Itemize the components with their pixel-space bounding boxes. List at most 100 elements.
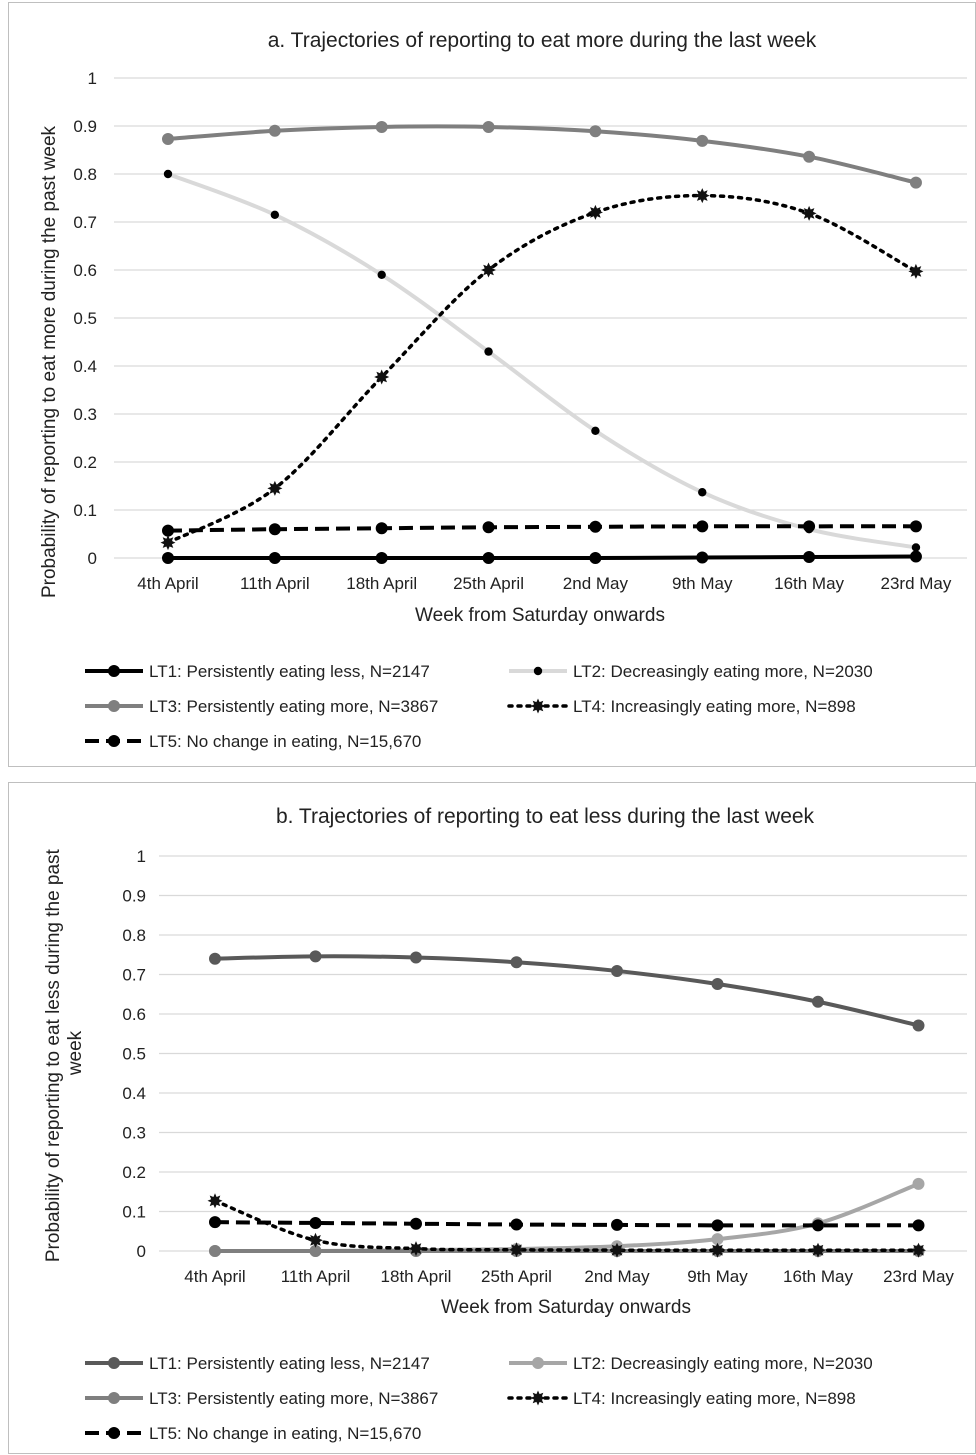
data-point — [911, 1242, 926, 1258]
legend-label: LT5: No change in eating, N=15,670 — [149, 1424, 421, 1443]
legend-marker — [533, 666, 543, 676]
chart-b-x-ticks: 4th April 11th April 18th April 25th April 2… — [184, 1267, 954, 1286]
y-tick-label: 0.9 — [73, 117, 97, 136]
y-tick-label: 0.6 — [122, 1005, 146, 1024]
series-lt2-decreasingly-eating-more-n-2030 — [163, 169, 921, 552]
data-point — [375, 552, 388, 564]
legend-marker — [108, 700, 120, 712]
chart-a-title: a. Trajectories of reporting to eat more… — [268, 29, 817, 52]
y-tick-label: 0.3 — [73, 405, 97, 424]
data-point — [696, 520, 709, 533]
legend-marker — [108, 1392, 120, 1404]
data-point — [611, 964, 623, 977]
legend-label: LT1: Persistently eating less, N=2147 — [149, 1354, 430, 1373]
y-tick-label: 0.7 — [73, 213, 97, 232]
data-point — [696, 134, 709, 147]
legend-marker — [108, 665, 120, 677]
data-point — [812, 1219, 824, 1232]
series-line — [214, 1220, 919, 1228]
data-point — [162, 552, 174, 564]
legend-label: LT4: Increasingly eating more, N=898 — [573, 697, 856, 716]
x-tick-label: 25th April — [481, 1267, 552, 1286]
x-tick-label: 16th May — [774, 574, 844, 593]
y-tick-label: 0.4 — [122, 1084, 146, 1103]
y-tick-label: 0.6 — [73, 261, 97, 280]
data-point — [909, 550, 922, 563]
chart-b-svg: b. Trajectories of reporting to eat less… — [43, 805, 967, 1443]
legend-marker — [108, 735, 120, 747]
data-point — [162, 524, 174, 537]
data-point — [611, 1218, 623, 1231]
chart-a-y-ticks: 0 0.1 0.2 0.3 0.4 0.5 0.6 0.7 0.8 0.9 1 — [73, 69, 97, 568]
series-line — [214, 954, 919, 1028]
x-tick-label: 4th April — [137, 574, 198, 593]
chart-b-y-ticks: 0 0.1 0.2 0.3 0.4 0.5 0.6 0.7 0.8 0.9 1 — [122, 847, 146, 1261]
data-point — [912, 1177, 925, 1190]
data-point — [803, 551, 816, 564]
y-tick-label: 1 — [137, 847, 146, 866]
x-tick-label: 9th May — [672, 574, 733, 593]
data-point — [589, 520, 602, 533]
series-lt1-persistently-eating-less-n-2147 — [162, 550, 922, 564]
data-point — [408, 1241, 424, 1257]
y-tick-label: 0.1 — [122, 1203, 146, 1222]
data-point — [374, 369, 390, 385]
x-tick-label: 18th April — [381, 1267, 452, 1286]
legend-item-lt1-persistently-eating-less-n-2147: LT1: Persistently eating less, N=2147 — [85, 662, 430, 681]
legend-item-lt2-decreasingly-eating-more-n-2030: LT2: Decreasingly eating more, N=2030 — [509, 1354, 873, 1373]
y-tick-label: 1 — [88, 69, 97, 88]
data-point — [268, 523, 281, 536]
data-point — [801, 205, 817, 221]
legend-item-lt3-persistently-eating-more-n-3867: LT3: Persistently eating more, N=3867 — [85, 697, 438, 716]
data-point — [410, 1217, 422, 1230]
data-point — [162, 132, 174, 145]
data-point — [711, 1219, 724, 1232]
chart-a-x-axis-label: Week from Saturday onwards — [415, 605, 665, 626]
data-point — [482, 521, 495, 534]
series-lt3-persistently-eating-more-n-3867 — [162, 120, 922, 189]
y-tick-label: 0 — [137, 1242, 146, 1261]
legend-label: LT3: Persistently eating more, N=3867 — [149, 697, 438, 716]
legend-label: LT1: Persistently eating less, N=2147 — [149, 662, 430, 681]
data-point — [696, 551, 709, 564]
data-point — [909, 520, 922, 533]
series-line — [213, 1199, 921, 1252]
x-tick-label: 2nd May — [563, 574, 629, 593]
y-tick-label: 0.4 — [73, 357, 97, 376]
x-tick-label: 2nd May — [584, 1267, 650, 1286]
data-point — [268, 124, 281, 137]
series-lt4-increasingly-eating-more-n-898 — [207, 1193, 926, 1258]
legend-label: LT5: No change in eating, N=15,670 — [149, 732, 421, 751]
data-point — [812, 995, 824, 1008]
data-point — [510, 956, 523, 969]
data-point — [482, 552, 495, 564]
chart-b-legend: LT1: Persistently eating less, N=2147 LT2… — [85, 1354, 873, 1443]
data-point — [268, 552, 281, 564]
chart-a-svg: a. Trajectories of reporting to eat more… — [39, 29, 967, 751]
legend-marker — [532, 1357, 544, 1369]
y-tick-label: 0.5 — [122, 1045, 146, 1064]
y-tick-label: 0.1 — [73, 501, 97, 520]
data-point — [694, 188, 710, 204]
data-point — [270, 210, 280, 219]
y-tick-label: 0.8 — [73, 165, 97, 184]
legend-marker — [108, 1357, 120, 1369]
data-point — [309, 1216, 322, 1229]
chart-a-series — [160, 120, 924, 564]
chart-b-y-axis-label-line1: Probability of reporting to eat less dur… — [43, 848, 64, 1262]
data-point — [410, 951, 422, 964]
legend-label: LT2: Decreasingly eating more, N=2030 — [573, 1354, 873, 1373]
data-point — [912, 1219, 925, 1232]
data-point — [803, 520, 816, 533]
series-lt4-increasingly-eating-more-n-898 — [160, 188, 924, 551]
data-point — [209, 1216, 221, 1229]
data-point — [587, 204, 603, 220]
x-tick-label: 23rd May — [883, 1267, 954, 1286]
data-point — [160, 535, 176, 551]
data-point — [912, 1019, 925, 1032]
data-point — [375, 120, 388, 133]
legend-item-lt5-no-change-in-eating-n-15-670: LT5: No change in eating, N=15,670 — [85, 1424, 421, 1443]
data-point — [803, 150, 816, 163]
data-point — [810, 1242, 826, 1258]
legend-item-lt4-increasingly-eating-more-n-898: LT4: Increasingly eating more, N=898 — [507, 1389, 856, 1408]
